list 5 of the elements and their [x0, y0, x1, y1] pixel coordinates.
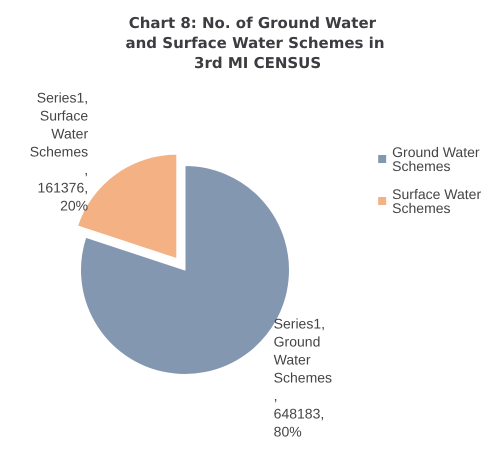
legend-label: Ground Water Schemes: [392, 144, 484, 174]
chart-title: Chart 8: No. of Ground Water and Surface Water Schemes in 3rd MI CENSUS: [126, 14, 384, 72]
data-label: Series1, Ground Water Schemes , 648183, 80%: [274, 315, 332, 440]
legend-label: Surface Water Schemes: [392, 186, 486, 216]
data-label: Series1, Surface Water Schemes , 161376, 20%: [30, 89, 88, 214]
